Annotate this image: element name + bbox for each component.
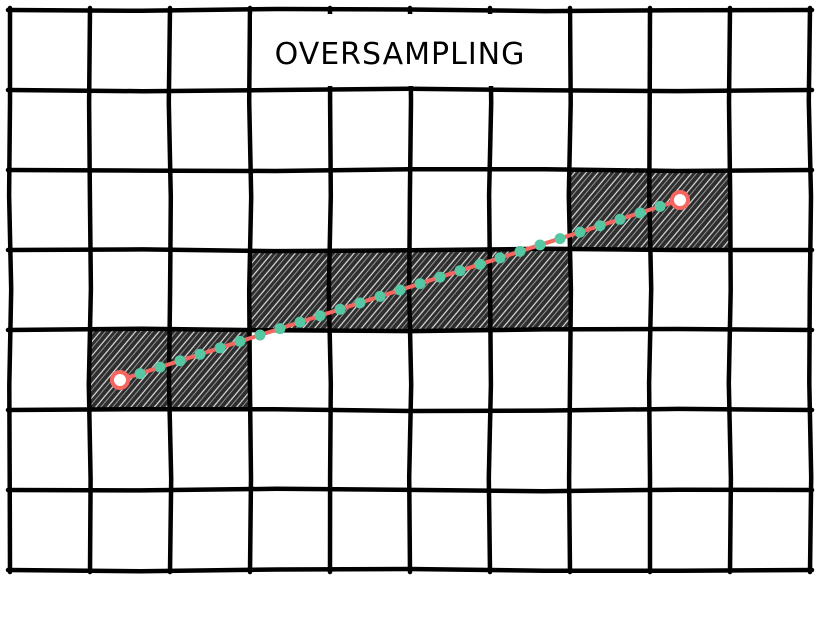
- grid-line-horizontal: [5, 406, 815, 414]
- sample-point: [354, 297, 366, 309]
- sample-point: [314, 310, 326, 322]
- sample-point: [594, 220, 606, 232]
- sample-point: [554, 233, 566, 245]
- pixel-grid: [5, 5, 815, 575]
- sample-point: [454, 265, 466, 277]
- sample-point: [234, 335, 246, 347]
- title-background: [252, 14, 568, 86]
- line-start-endpoint: [110, 370, 130, 390]
- sample-point: [154, 361, 166, 373]
- sample-point: [134, 368, 146, 380]
- sample-point: [654, 200, 666, 212]
- grid-line-horizontal: [5, 566, 815, 574]
- line-end-endpoint: [670, 190, 690, 210]
- grid-line-vertical: [6, 5, 14, 575]
- grid-line-horizontal: [5, 246, 815, 254]
- grid-line-vertical: [86, 5, 94, 575]
- grid-line-vertical: [246, 5, 254, 575]
- sample-point: [474, 258, 486, 270]
- grid-line-vertical: [166, 5, 174, 575]
- grid-line-vertical: [726, 5, 734, 575]
- sample-point: [174, 355, 186, 367]
- sample-point: [514, 245, 526, 257]
- sample-point: [374, 290, 386, 302]
- sample-point: [574, 226, 586, 238]
- sample-point: [274, 323, 286, 335]
- grid-line-horizontal: [5, 86, 815, 94]
- sample-point: [634, 207, 646, 219]
- sample-point: [494, 252, 506, 264]
- sample-point: [394, 284, 406, 296]
- grid-line-horizontal: [5, 486, 815, 494]
- diagram-title: OVERSAMPLING: [275, 37, 526, 72]
- grid-line-horizontal: [5, 326, 815, 334]
- sample-point: [434, 271, 446, 283]
- grid-line-vertical: [646, 5, 654, 575]
- sample-point: [254, 329, 266, 341]
- grid-line-vertical: [806, 5, 814, 575]
- title-box: OVERSAMPLING: [252, 14, 568, 86]
- grid-line-vertical: [566, 5, 574, 575]
- grid-line-horizontal: [5, 166, 815, 174]
- grid-line-vertical: [326, 5, 334, 575]
- grid-line-vertical: [406, 5, 414, 575]
- sample-point: [614, 213, 626, 225]
- sample-point: [214, 342, 226, 354]
- sample-point: [414, 278, 426, 290]
- grid-line-vertical: [486, 5, 494, 575]
- sample-point: [534, 239, 546, 251]
- sample-point: [194, 348, 206, 360]
- filled-pixel-cell: [490, 250, 570, 330]
- sample-point: [294, 316, 306, 328]
- grid-line-horizontal: [5, 6, 815, 14]
- sample-point: [334, 303, 346, 315]
- sampled-line: [110, 190, 690, 390]
